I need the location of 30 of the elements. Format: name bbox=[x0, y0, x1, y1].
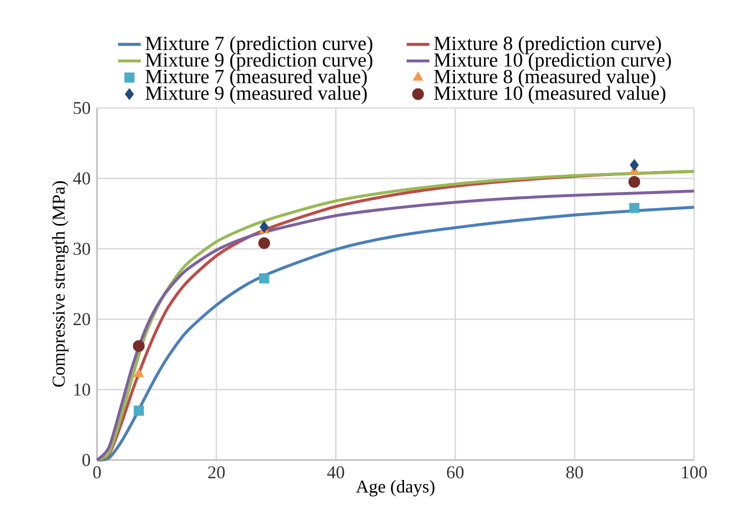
point bbox=[258, 237, 270, 250]
point bbox=[132, 340, 145, 352]
legend-label: Mixture 9 (measured value) bbox=[146, 86, 367, 104]
point bbox=[629, 202, 640, 214]
x-tick-label: 100 bbox=[682, 466, 707, 478]
y-tick-label: 20 bbox=[74, 313, 90, 326]
point bbox=[630, 159, 639, 171]
x-tick-label: 80 bbox=[566, 466, 583, 478]
point bbox=[628, 176, 640, 188]
y-tick-label: 40 bbox=[73, 172, 90, 184]
y-axis-title: Compressive strength (MPa) bbox=[52, 181, 68, 387]
x-tick-label: 60 bbox=[446, 466, 464, 478]
legend-label: Mixture 9 (prediction curve) bbox=[146, 52, 372, 71]
point bbox=[134, 368, 144, 378]
y-tick-label: 50 bbox=[74, 102, 90, 114]
y-tick-label: 10 bbox=[74, 384, 90, 396]
x-axis-title: Age (days) bbox=[356, 480, 434, 496]
legend-label: Mixture 10 (measured value) bbox=[434, 86, 666, 104]
y-tick-label: 30 bbox=[74, 242, 90, 255]
legend-label: Mixture 7 (measured value) bbox=[146, 69, 367, 88]
point bbox=[260, 221, 269, 233]
point bbox=[134, 406, 144, 416]
legend-label: Mixture 8 (measured value) bbox=[434, 69, 656, 88]
x-tick-label: 20 bbox=[208, 466, 225, 478]
point bbox=[259, 273, 270, 284]
x-tick-label: 0 bbox=[93, 466, 101, 478]
y-tick-label: 0 bbox=[82, 454, 90, 466]
x-tick-label: 40 bbox=[327, 466, 344, 478]
legend-label: Mixture 8 (prediction curve) bbox=[434, 36, 661, 54]
legend-label: Mixture 7 (prediction curve) bbox=[146, 36, 372, 54]
